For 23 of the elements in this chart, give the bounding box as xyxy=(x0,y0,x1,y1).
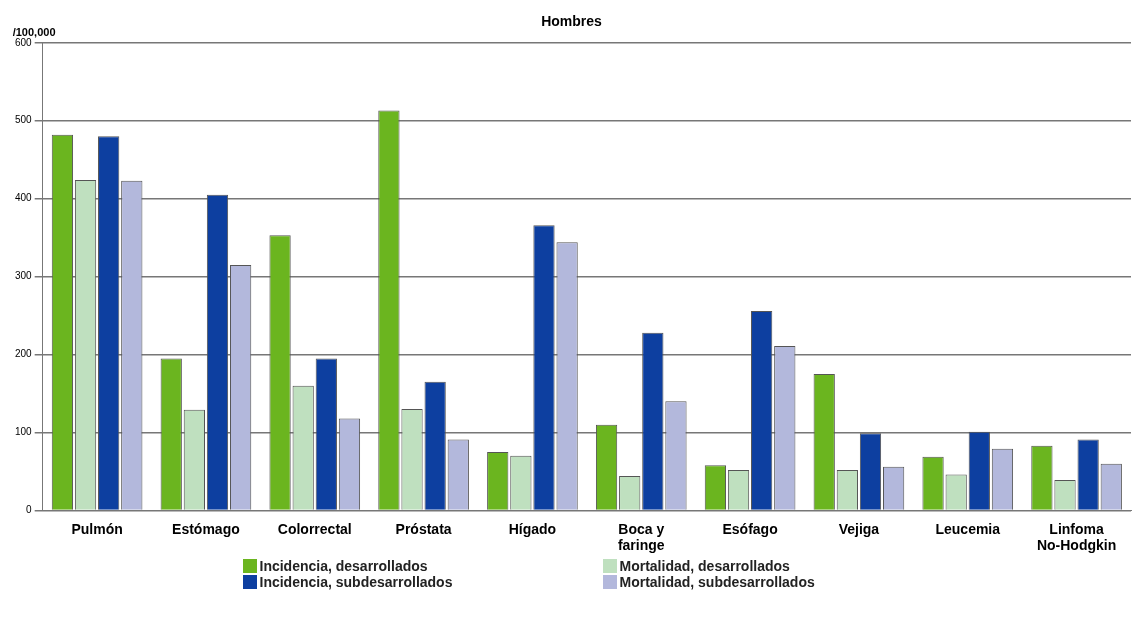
y-tick-label: 0 xyxy=(26,504,33,516)
y-tick-label: 300 xyxy=(15,270,33,282)
y-tick-label: 200 xyxy=(15,348,33,360)
x-tick-label: Linfoma No-Hodgkin xyxy=(1036,520,1117,554)
y-axis-title: /100,000 xyxy=(12,26,56,39)
legend-label: Incidencia, subdesarrollados xyxy=(259,574,453,590)
y-tick-label: 400 xyxy=(15,192,33,204)
x-tick-label: Hígado xyxy=(508,520,557,537)
y-tick-label: 100 xyxy=(15,426,33,438)
chart-title: Hombres xyxy=(541,13,603,30)
x-tick-label: Esófago xyxy=(722,520,778,537)
x-tick-label: Leucemia xyxy=(935,520,1001,537)
y-tick-label: 600 xyxy=(15,36,33,48)
y-tick-label: 500 xyxy=(15,114,33,126)
x-tick-label: Colorrectal xyxy=(277,520,352,537)
legend-label: Mortalidad, subdesarrollados xyxy=(619,574,815,590)
x-tick-label: Boca y faringe xyxy=(617,520,665,554)
legend-label: Mortalidad, desarrollados xyxy=(619,558,790,574)
x-tick-label: Estómago xyxy=(172,520,240,537)
x-tick-label: Pulmón xyxy=(71,520,123,537)
legend-label: Incidencia, desarrollados xyxy=(259,558,428,574)
x-tick-label: Próstata xyxy=(395,520,452,537)
x-tick-label: Vejiga xyxy=(838,520,880,537)
